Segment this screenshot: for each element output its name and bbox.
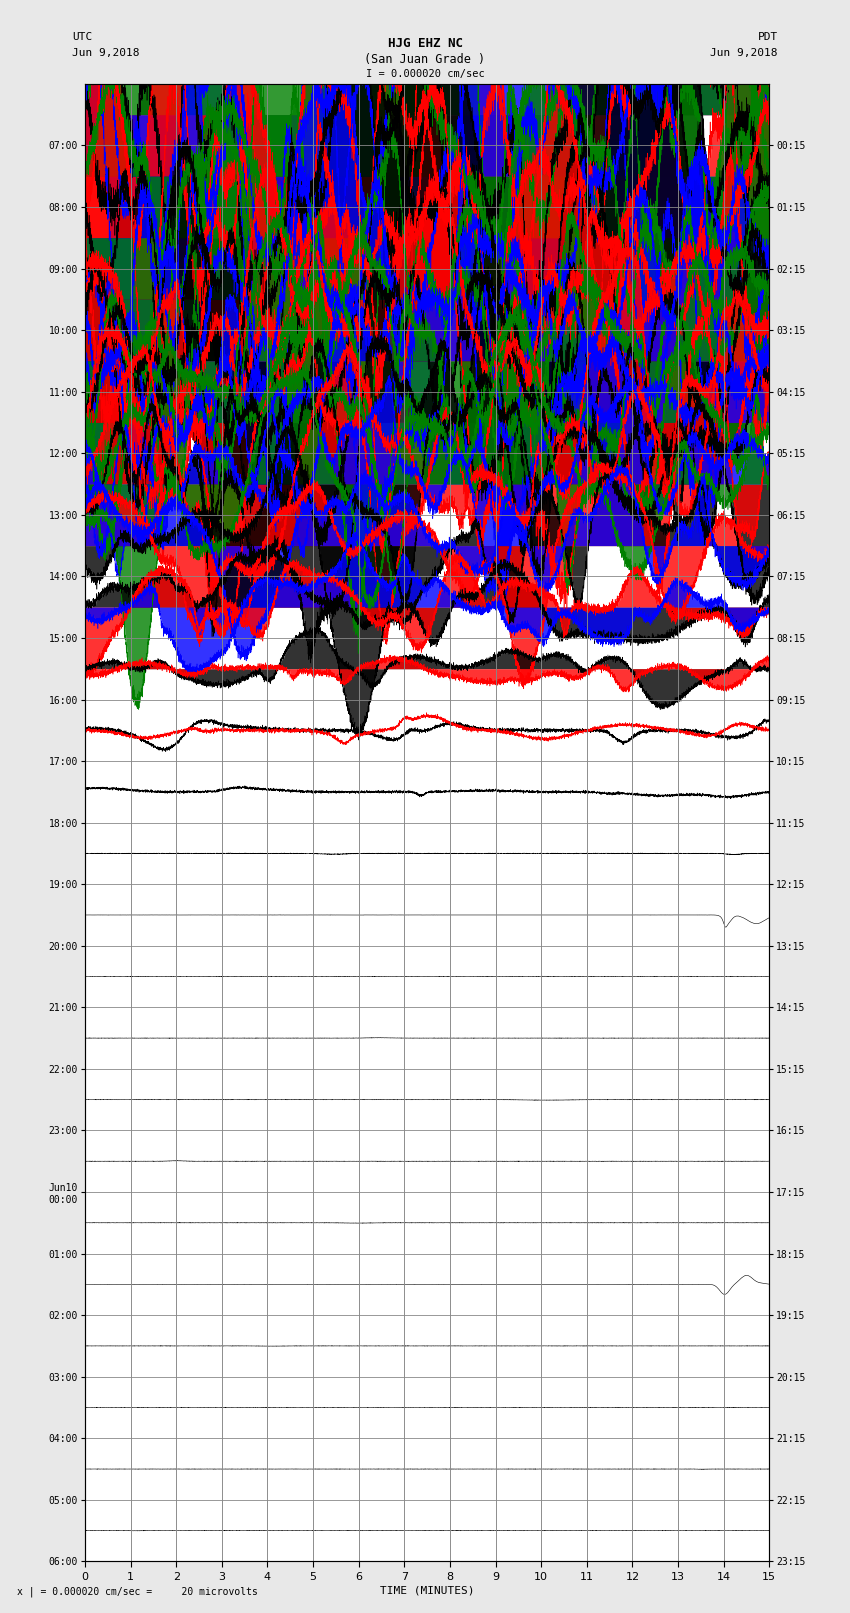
Text: Jun 9,2018: Jun 9,2018 bbox=[711, 48, 778, 58]
Text: UTC: UTC bbox=[72, 32, 93, 42]
Text: x | = 0.000020 cm/sec =     20 microvolts: x | = 0.000020 cm/sec = 20 microvolts bbox=[17, 1586, 258, 1597]
Text: I = 0.000020 cm/sec: I = 0.000020 cm/sec bbox=[366, 69, 484, 79]
Text: (San Juan Grade ): (San Juan Grade ) bbox=[365, 53, 485, 66]
Text: HJG EHZ NC: HJG EHZ NC bbox=[388, 37, 462, 50]
X-axis label: TIME (MINUTES): TIME (MINUTES) bbox=[380, 1586, 474, 1595]
Text: Jun 9,2018: Jun 9,2018 bbox=[72, 48, 139, 58]
Text: PDT: PDT bbox=[757, 32, 778, 42]
